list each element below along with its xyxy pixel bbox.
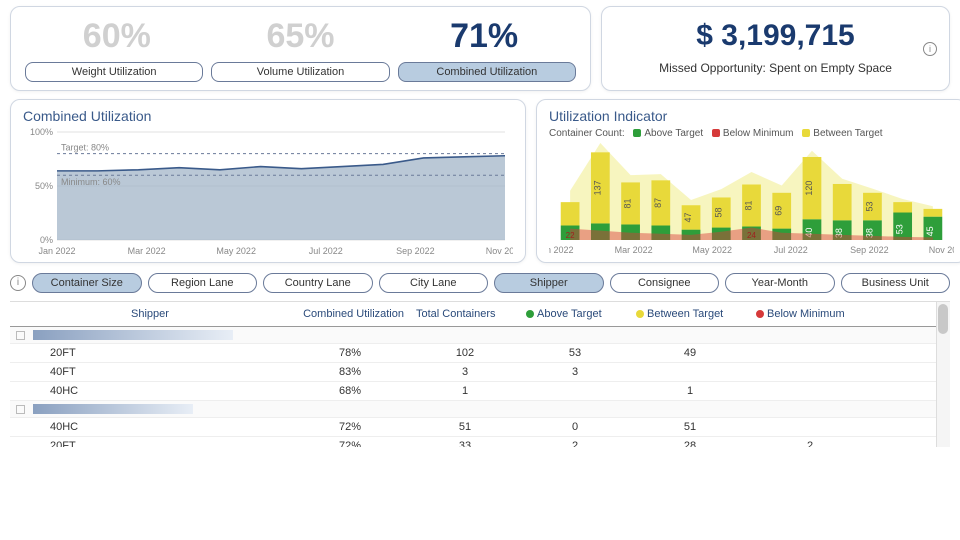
cost-card: $ 3,199,715 Missed Opportunity: Spent on… <box>601 6 950 91</box>
svg-text:137: 137 <box>592 180 602 195</box>
svg-text:53: 53 <box>895 224 905 234</box>
table-group-row[interactable] <box>10 327 950 344</box>
cost-value: $ 3,199,715 <box>616 19 935 53</box>
svg-text:50%: 50% <box>35 181 53 191</box>
dot-below-icon <box>712 129 720 137</box>
utilization-indicator-chart: Utilization Indicator Container Count: A… <box>536 99 960 263</box>
indicator-chart-svg: 1378187475881691204038533853452224Jan 20… <box>549 141 954 256</box>
svg-text:120: 120 <box>804 181 814 196</box>
info-icon[interactable]: i <box>923 42 937 56</box>
svg-text:Jul 2022: Jul 2022 <box>309 246 343 256</box>
svg-text:Mar 2022: Mar 2022 <box>128 246 166 256</box>
table-row[interactable]: 20FT 78% 102 53 49 <box>10 344 950 363</box>
svg-text:22: 22 <box>566 231 575 240</box>
svg-text:Minimum: 60%: Minimum: 60% <box>61 177 121 187</box>
svg-text:69: 69 <box>774 206 784 216</box>
area-chart-svg: 0% 50% 100% Target: 80% Minimum: 60% Jan 2022… <box>23 128 513 258</box>
chart-title: Combined Utilization <box>23 108 513 124</box>
kpi-combined-value: 71% <box>450 17 518 56</box>
th-total[interactable]: Total Containers <box>410 308 520 320</box>
filter-container-size[interactable]: Container Size <box>32 273 142 293</box>
svg-text:0%: 0% <box>40 235 53 245</box>
th-above[interactable]: Above Target <box>520 308 630 320</box>
filter-business-unit[interactable]: Business Unit <box>841 273 951 293</box>
filter-country-lane[interactable]: Country Lane <box>263 273 373 293</box>
svg-text:Nov 2022: Nov 2022 <box>929 245 954 255</box>
th-combined[interactable]: Combined Utilization <box>290 308 410 320</box>
cost-subtitle: Missed Opportunity: Spent on Empty Space <box>616 61 935 75</box>
svg-text:Sep 2022: Sep 2022 <box>850 245 889 255</box>
svg-text:53: 53 <box>864 202 874 212</box>
table-row[interactable]: 40HC 68% 1 1 <box>10 382 950 401</box>
svg-text:47: 47 <box>683 212 693 222</box>
svg-text:Sep 2022: Sep 2022 <box>396 246 435 256</box>
svg-text:45: 45 <box>925 226 935 236</box>
th-below[interactable]: Below Minimum <box>750 308 870 320</box>
table-row[interactable]: 20FT 72% 33 2 28 2 <box>10 437 950 447</box>
filter-consignee[interactable]: Consignee <box>610 273 720 293</box>
table-header: Shipper Combined Utilization Total Conta… <box>10 302 950 327</box>
svg-text:24: 24 <box>747 231 756 240</box>
svg-text:Target: 80%: Target: 80% <box>61 143 109 153</box>
th-shipper[interactable]: Shipper <box>10 308 290 320</box>
svg-text:Jan 2022: Jan 2022 <box>549 245 574 255</box>
combined-utilization-chart: Combined Utilization 0% 50% 100% Target: 80… <box>10 99 526 263</box>
th-between[interactable]: Between Target <box>630 308 750 320</box>
group-bar <box>33 404 193 414</box>
kpi-card: 60% 65% 71% Weight Utilization Volume Ut… <box>10 6 591 91</box>
svg-text:100%: 100% <box>30 128 53 137</box>
svg-text:58: 58 <box>713 208 723 218</box>
svg-text:81: 81 <box>623 198 633 208</box>
kpi-volume-value: 65% <box>266 17 334 56</box>
svg-text:Mar 2022: Mar 2022 <box>615 245 653 255</box>
kpi-weight-value: 60% <box>83 17 151 56</box>
svg-text:81: 81 <box>744 200 754 210</box>
expand-icon[interactable] <box>16 405 25 414</box>
tab-combined-utilization[interactable]: Combined Utilization <box>398 62 576 82</box>
table-row[interactable]: 40HC 72% 51 0 51 <box>10 418 950 437</box>
scrollbar[interactable] <box>936 302 950 447</box>
indicator-legend: Container Count: Above Target Below Mini… <box>549 128 954 139</box>
dot-between-icon <box>802 129 810 137</box>
filter-city-lane[interactable]: City Lane <box>379 273 489 293</box>
group-bar <box>33 330 233 340</box>
svg-text:Jan 2022: Jan 2022 <box>38 246 75 256</box>
dot-above-icon <box>633 129 641 137</box>
table-body[interactable]: 20FT 78% 102 53 49 40FT 83% 3 3 40HC 68%… <box>10 327 950 447</box>
table-group-row[interactable] <box>10 401 950 418</box>
svg-text:May 2022: May 2022 <box>216 246 256 256</box>
tab-volume-utilization[interactable]: Volume Utilization <box>211 62 389 82</box>
svg-text:Jul 2022: Jul 2022 <box>774 245 808 255</box>
filter-row: i Container Size Region LaneCountry Lane C… <box>10 273 950 293</box>
tab-weight-utilization[interactable]: Weight Utilization <box>25 62 203 82</box>
svg-text:Nov 2022: Nov 2022 <box>486 246 513 256</box>
filter-region-lane[interactable]: Region Lane <box>148 273 258 293</box>
filter-shipper[interactable]: Shipper <box>494 273 604 293</box>
chart-title: Utilization Indicator <box>549 108 954 124</box>
svg-text:May 2022: May 2022 <box>692 245 732 255</box>
expand-icon[interactable] <box>16 331 25 340</box>
svg-text:87: 87 <box>653 198 663 208</box>
info-icon[interactable]: i <box>10 275 26 291</box>
filter-year-month[interactable]: Year-Month <box>725 273 835 293</box>
shipper-table: Shipper Combined Utilization Total Conta… <box>10 301 950 447</box>
table-row[interactable]: 40FT 83% 3 3 <box>10 363 950 382</box>
